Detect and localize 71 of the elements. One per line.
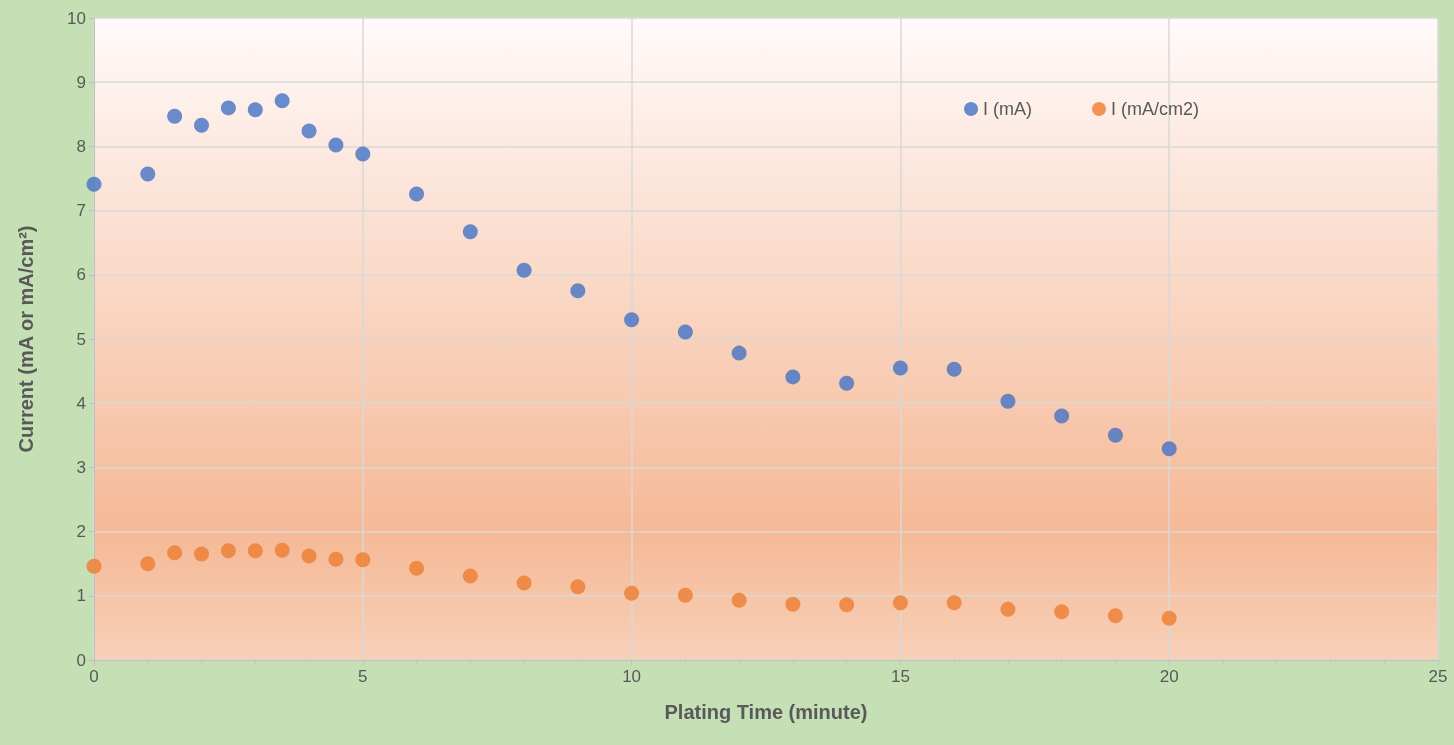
point <box>892 595 908 611</box>
point <box>785 596 801 612</box>
point <box>328 551 344 567</box>
point <box>274 93 290 109</box>
point <box>462 224 478 240</box>
y-tick-label: 6 <box>76 265 86 285</box>
y-tick-label: 5 <box>76 329 86 349</box>
y-tick-label: 0 <box>76 650 86 670</box>
point <box>355 146 371 162</box>
y-tick-label: 10 <box>67 8 86 28</box>
x-tick-label: 10 <box>622 667 642 686</box>
point <box>731 345 747 361</box>
y-axis-title: Current (mA or mA/cm²) <box>15 225 37 453</box>
point <box>677 324 693 340</box>
point <box>785 369 801 385</box>
point <box>892 360 908 376</box>
point <box>220 100 236 116</box>
y-tick-label: 2 <box>76 522 86 542</box>
y-tick-label: 8 <box>76 136 86 156</box>
point <box>86 558 102 574</box>
x-tick-label: 25 <box>1428 667 1448 686</box>
point <box>624 312 640 328</box>
x-tick-label: 20 <box>1159 667 1179 686</box>
point <box>570 579 586 595</box>
point <box>839 597 855 613</box>
point <box>167 545 183 561</box>
point <box>301 548 317 564</box>
y-tick-label: 1 <box>76 586 86 606</box>
point <box>274 542 290 558</box>
legend-label: I (mA) <box>983 99 1033 119</box>
point <box>220 543 236 559</box>
point <box>731 592 747 608</box>
x-tick-label: 0 <box>89 667 99 686</box>
x-tick-label: 5 <box>358 667 368 686</box>
y-tick-label: 4 <box>76 393 86 413</box>
point <box>1054 408 1070 424</box>
x-axis-title: Plating Time (minute) <box>664 701 868 723</box>
point <box>1107 608 1123 624</box>
y-tick-label: 9 <box>76 72 86 92</box>
point <box>462 568 478 584</box>
point <box>516 262 532 278</box>
x-tick-label: 15 <box>890 667 910 686</box>
point <box>140 166 156 182</box>
point <box>355 552 371 568</box>
point <box>247 543 263 559</box>
point <box>624 585 640 601</box>
point <box>328 137 344 153</box>
point <box>516 575 532 591</box>
point <box>946 361 962 377</box>
point <box>301 123 317 139</box>
point <box>1107 427 1123 443</box>
point <box>1054 604 1070 620</box>
y-tick-label: 3 <box>76 457 86 477</box>
point <box>167 108 183 124</box>
point <box>247 102 263 118</box>
y-tick-label: 7 <box>76 201 86 221</box>
point <box>839 375 855 391</box>
legend-label: I (mA/cm2) <box>1111 99 1199 119</box>
point <box>140 556 156 572</box>
point <box>1161 441 1177 457</box>
point <box>570 283 586 299</box>
point <box>946 595 962 611</box>
point <box>409 560 425 576</box>
point <box>1000 393 1016 409</box>
point <box>194 546 210 562</box>
point <box>86 176 102 192</box>
point <box>1161 610 1177 626</box>
point <box>194 117 210 133</box>
point <box>409 186 425 202</box>
point <box>1000 601 1016 617</box>
point <box>677 587 693 603</box>
